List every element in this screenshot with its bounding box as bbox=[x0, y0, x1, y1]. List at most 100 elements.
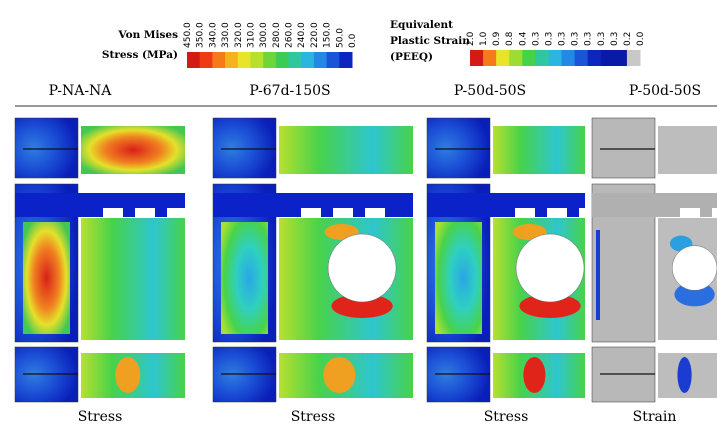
color-swatch bbox=[483, 50, 497, 66]
legend-tick-label: 0.3 bbox=[531, 32, 541, 46]
color-swatch bbox=[548, 50, 562, 66]
legend-tick-label: 260.0 bbox=[285, 22, 295, 48]
beam-panel bbox=[279, 126, 413, 174]
caption: Stress bbox=[291, 409, 336, 425]
color-swatch bbox=[314, 52, 327, 68]
color-swatch bbox=[212, 52, 225, 68]
color-swatch bbox=[627, 50, 641, 66]
slot bbox=[333, 208, 353, 217]
legend-tick-label: 220.0 bbox=[310, 22, 320, 48]
slot bbox=[515, 208, 535, 217]
web-opening bbox=[328, 234, 396, 302]
color-swatch bbox=[301, 52, 314, 68]
slot bbox=[712, 208, 717, 217]
color-swatch bbox=[562, 50, 576, 66]
column-block bbox=[213, 118, 276, 178]
web-opening bbox=[672, 246, 717, 291]
color-swatch bbox=[289, 52, 302, 68]
hot-spot bbox=[323, 357, 355, 393]
legend-tick-label: 0.0 bbox=[348, 33, 358, 48]
legend-tick-label: 0.3 bbox=[610, 32, 620, 46]
color-swatch bbox=[575, 50, 589, 66]
caption: Strain bbox=[633, 409, 677, 425]
color-swatch bbox=[327, 52, 340, 68]
legend-tick-label: 0.9 bbox=[492, 31, 502, 46]
slot bbox=[167, 208, 187, 217]
caption: Stress bbox=[78, 409, 123, 425]
color-swatch bbox=[238, 52, 251, 68]
legend-tick-label: 450.0 bbox=[183, 22, 193, 48]
column-web bbox=[435, 222, 482, 334]
color-swatch bbox=[276, 52, 289, 68]
legend-tick-label: 330.0 bbox=[221, 22, 231, 48]
legend-tick-label: 340.0 bbox=[208, 22, 218, 48]
column-label: P-67d-150S bbox=[249, 83, 330, 99]
column-block bbox=[15, 118, 78, 178]
slot bbox=[301, 208, 321, 217]
legend-tick-label: 150.0 bbox=[323, 22, 333, 48]
plastic-zone bbox=[596, 230, 600, 320]
beam-panel bbox=[493, 126, 585, 174]
legend-tick-label: 1.0 bbox=[479, 31, 489, 46]
column-block bbox=[592, 118, 655, 178]
legend-tick-label: 320.0 bbox=[234, 22, 244, 48]
column-web bbox=[23, 222, 70, 334]
slot bbox=[103, 208, 123, 217]
color-swatch bbox=[339, 52, 352, 68]
hot-spot bbox=[115, 357, 140, 393]
column-label: P-NA-NA bbox=[49, 83, 113, 99]
legend-tick-label: 0.3 bbox=[558, 32, 568, 46]
figure: Von Mises Stress (MPa) 450.0350.0340.033… bbox=[0, 0, 717, 429]
web-panel bbox=[81, 218, 185, 340]
legend-tick-label: 0.3 bbox=[571, 32, 581, 46]
column-label: P-50d-50S bbox=[629, 83, 701, 99]
slot bbox=[135, 208, 155, 217]
legend-tick-label: 0.3 bbox=[584, 32, 594, 46]
color-swatch bbox=[250, 52, 263, 68]
legend-tick-label: 240.0 bbox=[297, 22, 307, 48]
slot bbox=[365, 208, 385, 217]
color-swatch bbox=[200, 52, 213, 68]
caption: Stress bbox=[484, 409, 529, 425]
color-swatch bbox=[470, 50, 484, 66]
hot-spot bbox=[523, 357, 545, 393]
color-swatch bbox=[496, 50, 510, 66]
color-swatch bbox=[588, 50, 602, 66]
legend-tick-label: 50.0 bbox=[335, 28, 345, 48]
legend-tick-label: 0.8 bbox=[505, 31, 515, 46]
slot bbox=[680, 208, 700, 217]
beam-panel bbox=[81, 126, 185, 174]
legend-title: Plastic Strain bbox=[390, 35, 470, 47]
beam-flange bbox=[15, 193, 185, 217]
legend-title: Equivalent bbox=[390, 19, 453, 31]
legend-tick-label: 0.4 bbox=[518, 31, 528, 46]
legend-tick-label: 280.0 bbox=[272, 22, 282, 48]
column-label: P-50d-50S bbox=[454, 83, 526, 99]
legend-title: Von Mises bbox=[117, 29, 178, 41]
slot bbox=[547, 208, 567, 217]
legend-tick-label: 300.0 bbox=[259, 22, 269, 48]
color-swatch bbox=[522, 50, 536, 66]
legend-title: (PEEQ) bbox=[390, 51, 433, 63]
color-swatch bbox=[509, 50, 523, 66]
legend-title: Stress (MPa) bbox=[102, 49, 178, 61]
legend-tick-label: 2.0 bbox=[466, 31, 476, 46]
color-swatch bbox=[601, 50, 615, 66]
panels: P-NA-NA Stress P-67d-150S Stress P-50d-50S St… bbox=[15, 83, 717, 425]
web-opening bbox=[516, 234, 584, 302]
color-swatch bbox=[225, 52, 238, 68]
column-block bbox=[427, 118, 490, 178]
color-swatch bbox=[187, 52, 200, 68]
beam-panel bbox=[658, 126, 717, 174]
color-swatch bbox=[535, 50, 549, 66]
color-swatch bbox=[614, 50, 628, 66]
legend-tick-label: 0.3 bbox=[597, 32, 607, 46]
column-web bbox=[221, 222, 268, 334]
color-swatch bbox=[263, 52, 276, 68]
legend-tick-label: 310.0 bbox=[246, 22, 256, 48]
hot-spot bbox=[677, 357, 691, 393]
